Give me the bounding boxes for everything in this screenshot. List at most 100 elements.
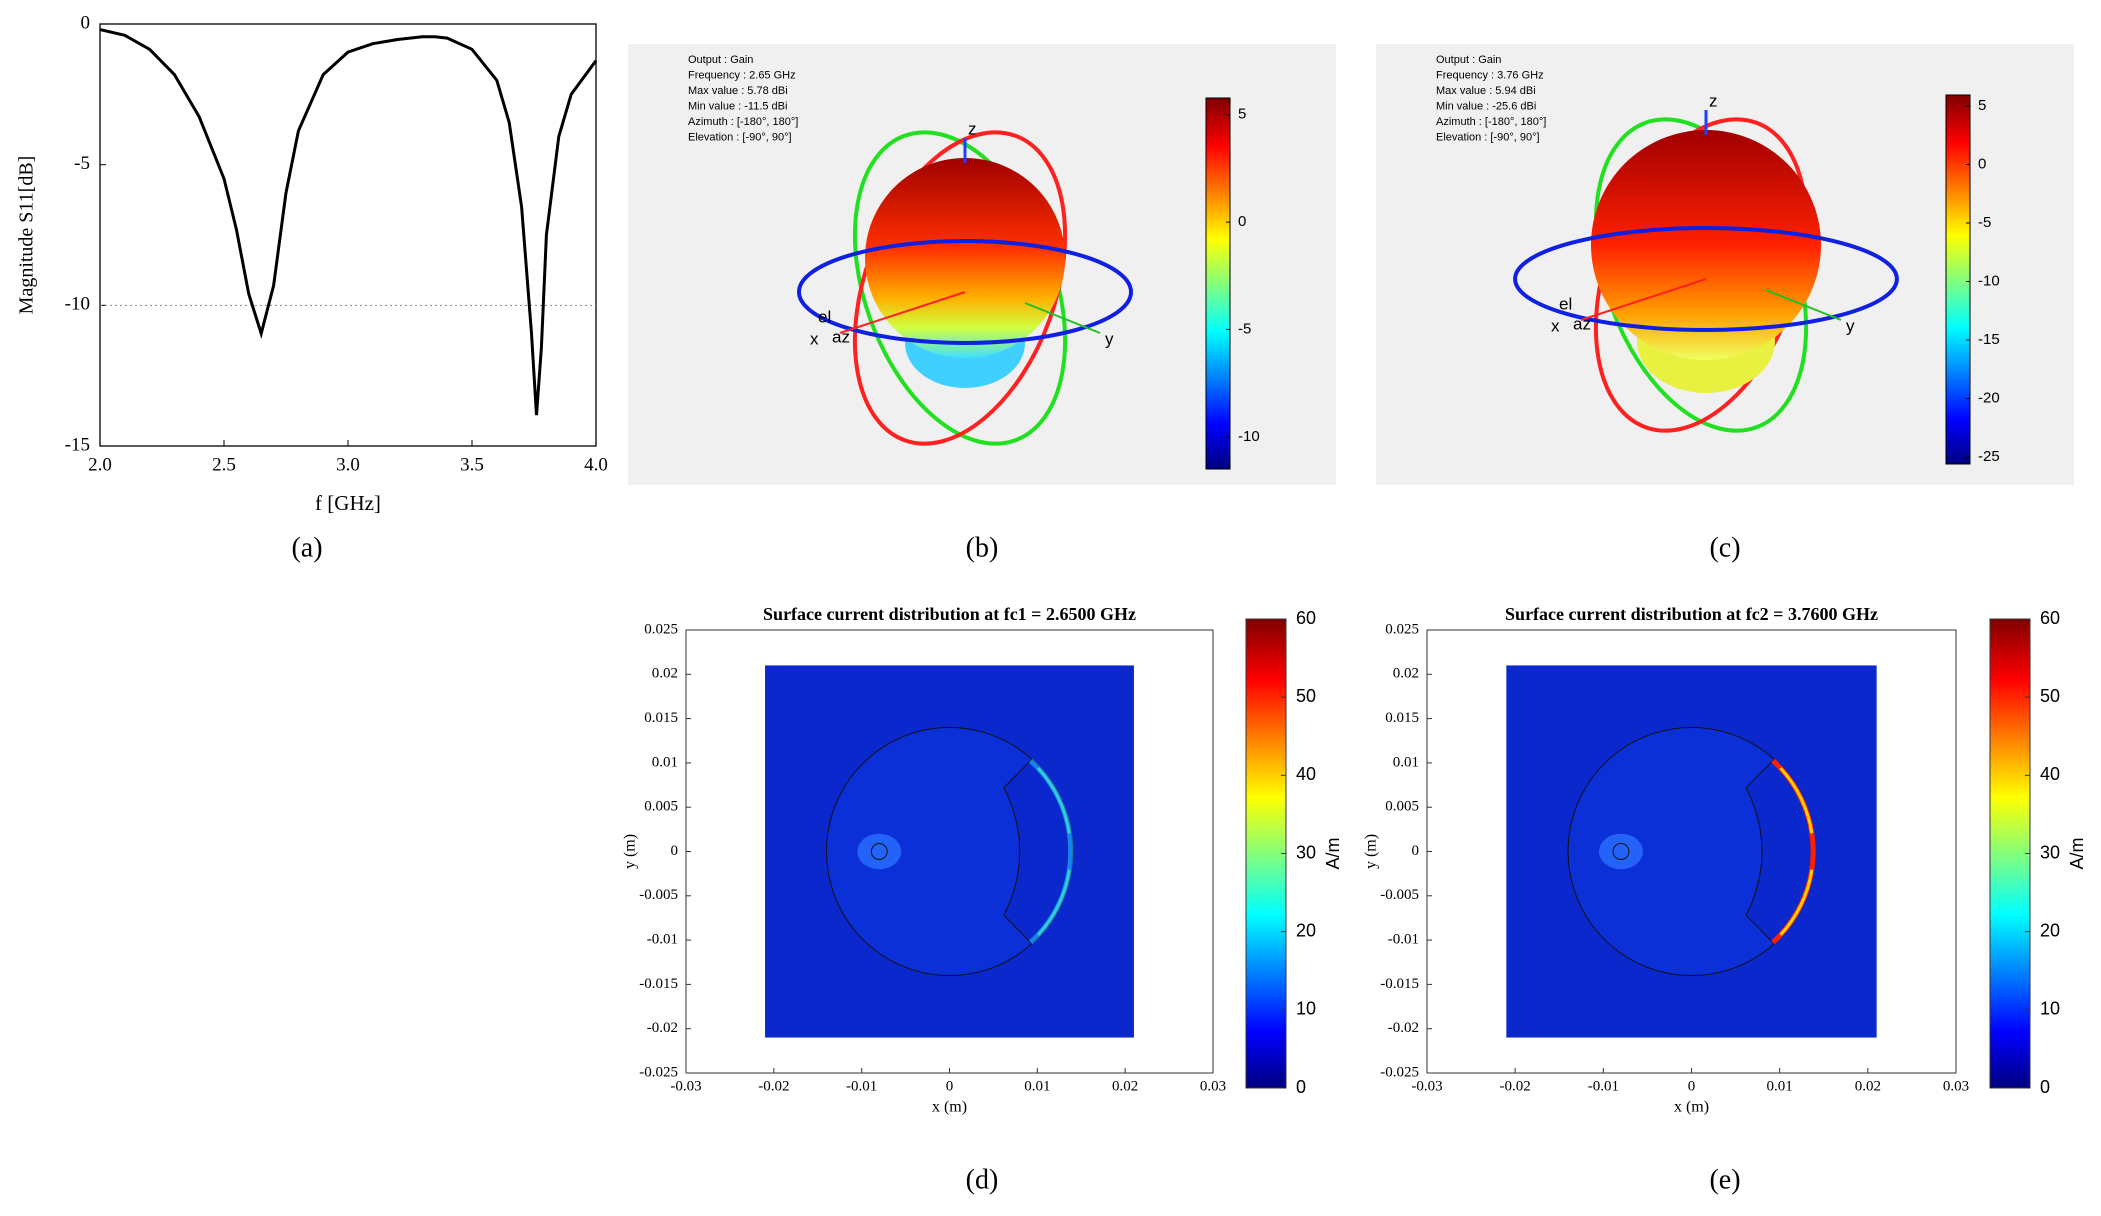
info-line: Azimuth : [-180°, 180°] — [1436, 116, 1546, 128]
colorbar-tick-label: 5 — [1238, 106, 1246, 123]
x-axis-label: x (m) — [1674, 1099, 1709, 1116]
info-line: Output : Gain — [1436, 54, 1501, 66]
info-line: Frequency : 3.76 GHz — [1436, 69, 1544, 81]
y-tick-label: -0.015 — [639, 976, 678, 992]
y-tick-label: 0.025 — [1385, 621, 1419, 637]
info-line: Max value : 5.94 dBi — [1436, 85, 1536, 97]
y-tick-label: -0.02 — [647, 1020, 678, 1036]
colorbar-tick-label: 5 — [1978, 97, 1986, 114]
x-tick-label: -0.03 — [1411, 1078, 1442, 1094]
colorbar-tick-label: 20 — [1296, 920, 1316, 940]
y-tick-label: -0.005 — [1380, 887, 1419, 903]
axis-label: y — [1846, 316, 1855, 335]
y-tick-label: -0.01 — [647, 932, 678, 948]
x-tick-label: -0.01 — [1588, 1078, 1619, 1094]
x-axis — [1580, 278, 1707, 321]
x-tick-label: -0.03 — [670, 1078, 701, 1094]
x-tick-label: 0.01 — [1767, 1078, 1793, 1094]
x-axis-label: f [GHz] — [315, 491, 381, 515]
x-tick-label: 0.01 — [1024, 1078, 1050, 1094]
x-axis-label: x (m) — [932, 1099, 967, 1116]
colorbar-tick-label: -10 — [1978, 272, 2000, 289]
panel-label: (e) — [1709, 1164, 1740, 1195]
colorbar-tick-label: 50 — [1296, 686, 1316, 706]
y-tick-label: 0.015 — [644, 710, 678, 726]
y-tick-label: 0 — [81, 12, 91, 33]
y-tick-label: 0.01 — [652, 754, 678, 770]
y-tick-label: -0.01 — [1388, 932, 1419, 948]
axis-label: x — [810, 329, 819, 348]
x-tick-label: 0 — [1688, 1078, 1696, 1094]
info-line: Max value : 5.78 dBi — [688, 85, 788, 97]
x-tick-label: -0.02 — [758, 1078, 789, 1094]
colorbar-tick-label: 0 — [1978, 155, 1986, 172]
x-tick-label: 3.5 — [460, 454, 484, 475]
x-tick-label: 2.5 — [212, 454, 236, 475]
feed-glow — [857, 833, 902, 870]
info-line: Min value : -11.5 dBi — [688, 100, 787, 112]
colorbar-tick-label: -5 — [1978, 214, 1991, 231]
colorbar-tick-label: -10 — [1238, 428, 1260, 445]
colorbar-tick-label: -20 — [1978, 389, 2000, 406]
colorbar-tick-label: 20 — [2040, 920, 2060, 940]
colorbar-tick-label: 40 — [2040, 764, 2060, 784]
feed — [1612, 843, 1630, 860]
axis-label: z — [968, 119, 977, 138]
y-tick-label: 0 — [671, 843, 679, 859]
y-tick-label: 0.015 — [1385, 710, 1419, 726]
x-tick-label: 0.02 — [1855, 1078, 1881, 1094]
feed-glow — [1598, 833, 1644, 870]
y-tick-label: 0.02 — [1393, 666, 1419, 682]
panel-label: (b) — [966, 532, 999, 563]
colorbar — [1945, 94, 1971, 465]
panel-label: (a) — [291, 532, 322, 563]
y-tick-label: -0.025 — [639, 1064, 678, 1080]
x-tick-label: -0.02 — [1500, 1078, 1531, 1094]
y-tick-label: -0.02 — [1388, 1020, 1419, 1036]
colorbar — [1989, 618, 2031, 1089]
chart-title: Surface current distribution at fc1 = 2.… — [763, 604, 1136, 624]
feed — [870, 843, 888, 860]
x-tick-label: 0.03 — [1200, 1078, 1226, 1094]
y-tick-label: 0.01 — [1393, 754, 1419, 770]
blue-ring — [1513, 226, 1899, 332]
axis-label: y — [1105, 329, 1114, 348]
panel-label: (c) — [1709, 532, 1740, 563]
colorbar-tick-label: 40 — [1296, 764, 1316, 784]
y-tick-label: 0.025 — [644, 621, 678, 637]
x-tick-label: 0 — [946, 1078, 954, 1094]
colorbar-tick-label: 0 — [1238, 213, 1246, 230]
y-tick-label: -0.005 — [639, 887, 678, 903]
x-tick-label: 2.0 — [88, 454, 112, 475]
colorbar-tick-label: 30 — [2040, 842, 2060, 862]
x-axis — [839, 291, 966, 334]
current-hotspot-core — [1779, 767, 1814, 936]
y-tick-label: 0.005 — [1385, 799, 1419, 815]
colorbar-tick-label: 60 — [2040, 608, 2060, 628]
colorbar-tick-label: -5 — [1238, 320, 1251, 337]
y-tick-label: 0.02 — [652, 666, 678, 682]
colorbar — [1205, 97, 1231, 470]
colorbar-tick-label: 10 — [1296, 999, 1316, 1019]
y-tick-label: -15 — [65, 434, 90, 455]
y-tick-label: 0 — [1412, 843, 1420, 859]
colorbar — [1245, 618, 1287, 1089]
radiation-sphere — [865, 158, 1065, 358]
y-axis-label: y (m) — [1363, 834, 1380, 869]
axis-label: az — [1573, 314, 1591, 333]
y-tick-label: -0.025 — [1380, 1064, 1419, 1080]
y-axis — [1765, 289, 1842, 321]
y-tick-label: -5 — [74, 153, 90, 174]
current-hotspot-core — [1037, 767, 1071, 936]
line — [99, 28, 598, 416]
info-line: Azimuth : [-180°, 180°] — [688, 116, 798, 128]
colorbar-label: A/m — [1323, 837, 1343, 869]
panel-label: (d) — [966, 1164, 999, 1195]
axis-label: el — [1559, 294, 1572, 313]
y-tick-label: -10 — [65, 294, 90, 315]
colorbar-tick-label: 0 — [2040, 1077, 2050, 1097]
y-axis-label: y (m) — [622, 834, 639, 869]
colorbar-tick-label: 60 — [1296, 608, 1316, 628]
colorbar-tick-label: 10 — [2040, 999, 2060, 1019]
